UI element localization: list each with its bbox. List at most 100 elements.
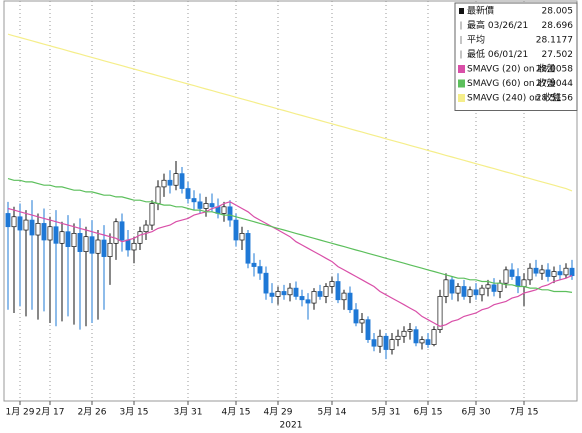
legend-label: 最高 03/26/21 xyxy=(467,19,528,31)
candle-body xyxy=(371,339,377,347)
candle-body xyxy=(497,282,503,292)
candle-body xyxy=(311,291,317,304)
candle-body xyxy=(125,239,131,251)
candle-body xyxy=(29,219,35,236)
legend-label: SMAVG (240) on 收盤 xyxy=(467,92,561,104)
legend-swatch xyxy=(458,65,465,73)
x-tick-label: 5月 31 xyxy=(371,407,400,418)
candle-body xyxy=(383,335,389,350)
candle-body xyxy=(527,267,533,281)
x-tick-label: 6月 15 xyxy=(413,407,442,418)
candle-body xyxy=(539,269,545,274)
legend-value: 28.0058 xyxy=(536,65,573,75)
candle-body xyxy=(551,271,557,277)
candle-body xyxy=(155,186,161,204)
candle-body xyxy=(179,173,185,189)
candle-body xyxy=(197,201,203,209)
candle-body xyxy=(263,272,269,294)
legend-value: 28.005 xyxy=(542,7,574,17)
candle-body xyxy=(83,236,89,252)
candle-body xyxy=(557,271,563,276)
candle-body xyxy=(59,231,65,244)
candle-body xyxy=(521,279,527,287)
x-tick-label: 7月 15 xyxy=(509,407,538,418)
candle-body xyxy=(113,221,119,244)
legend-label: 最低 06/01/21 xyxy=(467,48,528,60)
candle-body xyxy=(203,203,209,209)
candle-body xyxy=(377,335,383,347)
candle-body xyxy=(419,339,425,344)
candle-body xyxy=(101,239,107,257)
candle-body xyxy=(407,329,413,332)
sma-line xyxy=(7,201,573,327)
candle-body xyxy=(461,286,467,297)
candle-body xyxy=(473,289,479,296)
candle-body xyxy=(65,231,71,247)
x-tick-label: 3月 31 xyxy=(173,407,202,418)
candle-body xyxy=(299,296,305,301)
candle-body xyxy=(443,279,449,297)
legend-value: 28.696 xyxy=(542,21,574,31)
candle-body xyxy=(401,330,407,337)
candle-body xyxy=(161,179,167,188)
candle-body xyxy=(107,242,113,257)
x-axis-label: 2021 xyxy=(280,421,303,431)
candle-body xyxy=(287,287,293,296)
candle-body xyxy=(425,339,431,345)
legend-value: 27.9044 xyxy=(536,79,573,89)
candle-body xyxy=(137,231,143,244)
legend-label: 最新價 xyxy=(467,5,494,17)
candle-body xyxy=(35,223,41,236)
candle-body xyxy=(17,216,23,231)
x-tick-label: 6月 30 xyxy=(461,407,490,418)
candle-body xyxy=(281,291,287,296)
candle-body xyxy=(365,319,371,340)
candle-body xyxy=(389,339,395,350)
candle-body xyxy=(233,219,239,241)
sma-line xyxy=(7,178,573,293)
candle-body xyxy=(251,262,257,267)
candle-body xyxy=(53,226,59,244)
legend-marker xyxy=(459,8,464,14)
candle-body xyxy=(191,198,197,203)
candle-body xyxy=(119,221,125,241)
x-tick-label: 1月 29 xyxy=(5,407,34,418)
candle-body xyxy=(5,213,11,228)
x-tick-label: 4月 15 xyxy=(221,407,250,418)
candle-body xyxy=(131,242,137,251)
candle-body xyxy=(149,203,155,226)
candle-body xyxy=(275,291,281,297)
candle-body xyxy=(77,233,83,252)
candle-body xyxy=(245,233,251,264)
candle-body xyxy=(185,188,191,199)
candle-body xyxy=(221,206,227,214)
candle-body xyxy=(563,267,569,276)
candle-body xyxy=(143,224,149,233)
legend-value: 28.5156 xyxy=(536,94,573,104)
candle-body xyxy=(95,239,101,254)
x-tick-label: 5月 14 xyxy=(317,407,346,418)
x-tick-label: 3月 15 xyxy=(119,407,148,418)
candle-body xyxy=(71,233,77,247)
candle-body xyxy=(257,266,263,274)
candle-body xyxy=(437,296,443,330)
candle-body xyxy=(347,292,353,311)
candle-body xyxy=(41,223,47,241)
candle-body xyxy=(479,287,485,296)
candle-body xyxy=(545,269,551,277)
candle-body xyxy=(173,173,179,186)
candle-body xyxy=(503,269,509,284)
legend-label: SMAVG (60) on 收盤 xyxy=(467,77,555,89)
candle-body xyxy=(11,216,17,228)
candle-body xyxy=(341,292,347,301)
candle-body xyxy=(209,203,215,208)
legend-value: 28.1177 xyxy=(536,36,573,46)
candle-body xyxy=(455,286,461,294)
candle-body xyxy=(23,219,29,231)
candle-body xyxy=(515,276,521,287)
candle-body xyxy=(47,226,53,241)
legend-box xyxy=(454,2,578,111)
candle-body xyxy=(485,284,491,289)
candle-body xyxy=(329,281,335,287)
